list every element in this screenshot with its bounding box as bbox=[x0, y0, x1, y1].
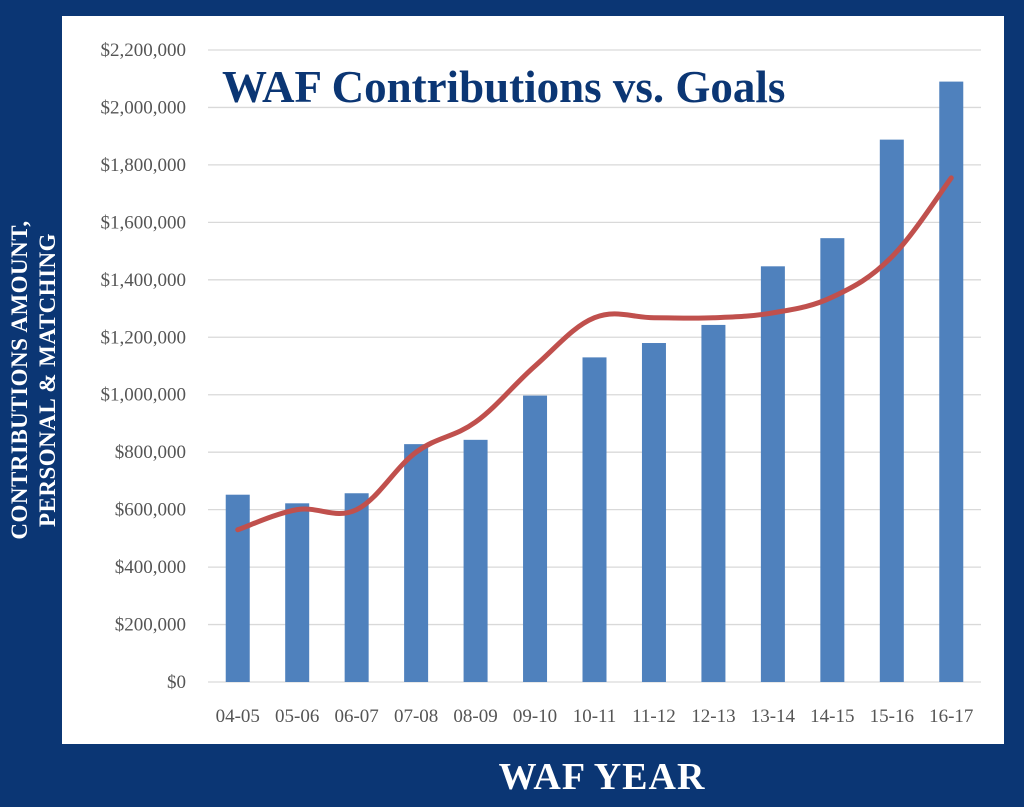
x-tick-label: 07-08 bbox=[394, 706, 438, 727]
y-tick-label: $1,000,000 bbox=[101, 385, 187, 406]
y-tick-label: $800,000 bbox=[115, 442, 186, 463]
bar bbox=[939, 81, 964, 683]
bar bbox=[463, 439, 488, 682]
bar bbox=[285, 503, 310, 682]
y-tick-label: $1,400,000 bbox=[101, 270, 187, 291]
x-tick-label: 14-15 bbox=[810, 706, 854, 727]
y-axis-label-line-2: PERSONAL & MATCHING bbox=[35, 233, 60, 527]
y-tick-label: $2,000,000 bbox=[101, 97, 187, 118]
x-tick-label: 09-10 bbox=[513, 706, 557, 727]
x-tick-label: 12-13 bbox=[691, 706, 735, 727]
y-tick-label: $1,200,000 bbox=[101, 327, 187, 348]
bar bbox=[523, 395, 548, 682]
bar bbox=[879, 139, 904, 682]
y-axis-label-line-1: CONTRIBUTIONS AMOUNT, bbox=[7, 220, 32, 539]
y-axis-ticks: $0 $200,000 $400,000 $600,000 $800,000 $1,000… bbox=[101, 40, 187, 693]
x-axis-label: WAF YEAR bbox=[499, 756, 706, 798]
x-tick-label: 05-06 bbox=[275, 706, 319, 727]
bar-series bbox=[225, 81, 964, 683]
bar bbox=[582, 357, 607, 682]
bar bbox=[760, 266, 785, 682]
y-tick-label: $600,000 bbox=[115, 500, 186, 521]
x-tick-label: 08-09 bbox=[453, 706, 497, 727]
x-tick-label: 10-11 bbox=[573, 706, 617, 727]
x-tick-label: 15-16 bbox=[870, 706, 914, 727]
goal-line-series bbox=[235, 175, 954, 533]
y-tick-label: $200,000 bbox=[115, 615, 186, 636]
x-tick-label: 06-07 bbox=[334, 706, 378, 727]
y-tick-label: $1,600,000 bbox=[101, 212, 187, 233]
x-tick-label: 13-14 bbox=[751, 706, 796, 727]
chart-title: WAF Contributions vs. Goals bbox=[222, 62, 785, 112]
y-tick-label: $1,800,000 bbox=[101, 155, 187, 176]
y-axis-label: CONTRIBUTIONS AMOUNT, PERSONAL & MATCHIN… bbox=[7, 220, 60, 539]
bar bbox=[344, 493, 369, 682]
bar bbox=[641, 343, 666, 682]
bar bbox=[225, 494, 250, 682]
y-tick-label: $0 bbox=[167, 672, 186, 693]
bar bbox=[701, 324, 726, 682]
y-tick-label: $400,000 bbox=[115, 557, 186, 578]
x-axis-ticks: 04-05 05-06 06-07 07-08 08-09 09-10 10-11 11-12… bbox=[216, 706, 974, 727]
x-tick-label: 04-05 bbox=[216, 706, 260, 727]
bar bbox=[404, 444, 429, 682]
bar bbox=[820, 238, 845, 682]
x-tick-label: 11-12 bbox=[632, 706, 676, 727]
y-tick-label: $2,200,000 bbox=[101, 40, 187, 61]
goal-line bbox=[235, 175, 954, 533]
x-tick-label: 16-17 bbox=[929, 706, 973, 727]
